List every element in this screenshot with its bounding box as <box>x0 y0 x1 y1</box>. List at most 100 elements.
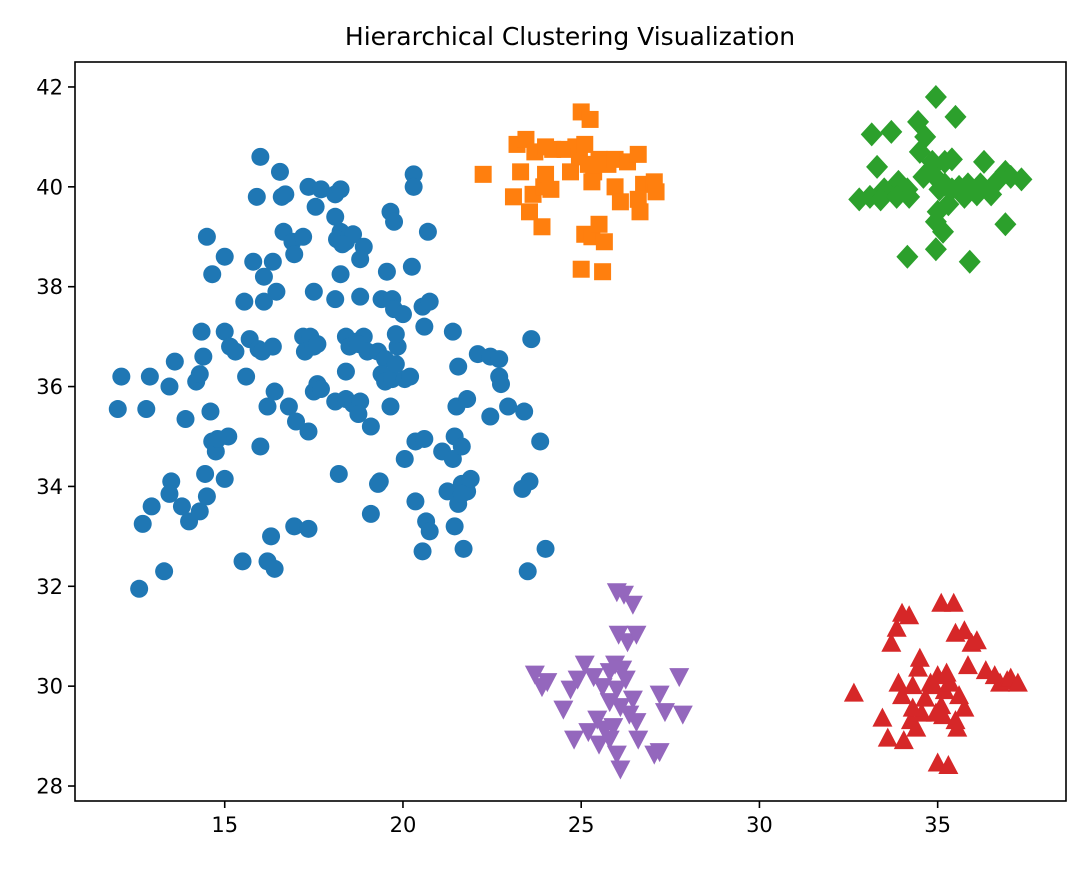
data-point-circle <box>331 180 350 199</box>
data-point-diamond <box>1010 167 1033 192</box>
y-tick-label: 40 <box>36 175 63 199</box>
data-point-circle <box>251 147 270 166</box>
data-point-circle <box>265 382 284 401</box>
data-point-circle <box>331 265 350 284</box>
data-point-triangle-down <box>610 760 631 780</box>
data-point-circle <box>279 397 298 416</box>
data-point-triangle-down <box>587 710 608 730</box>
data-points <box>108 84 1033 780</box>
data-point-triangle-up <box>924 675 945 695</box>
data-point-triangle-up <box>911 702 932 722</box>
data-point-circle <box>443 322 462 341</box>
data-point-triangle-down <box>553 700 574 720</box>
data-point-square <box>521 203 539 221</box>
data-point-circle <box>192 322 211 341</box>
data-point-circle <box>515 402 534 421</box>
data-point-circle <box>413 542 432 561</box>
data-point-circle <box>336 362 355 381</box>
data-point-triangle-up <box>902 697 923 717</box>
data-point-circle <box>165 352 184 371</box>
data-point-circle <box>267 282 286 301</box>
data-point-triangle-down <box>574 655 595 675</box>
data-point-triangle-down <box>606 680 627 700</box>
data-point-triangle-up <box>888 672 909 692</box>
data-point-triangle-up <box>957 655 978 675</box>
data-point-triangle-down <box>626 625 647 645</box>
data-point-circle <box>306 197 325 216</box>
data-point-circle <box>197 487 216 506</box>
data-point-triangle-up <box>893 730 914 750</box>
data-point-triangle-down <box>589 735 610 755</box>
data-point-circle <box>285 245 304 264</box>
data-point-diamond <box>880 119 903 144</box>
data-point-square <box>542 180 560 198</box>
data-point-triangle-up <box>909 647 930 667</box>
x-tick-label: 30 <box>746 813 773 837</box>
data-point-circle <box>311 380 330 399</box>
data-point-square <box>572 260 590 278</box>
data-point-circle <box>137 400 156 419</box>
data-point-triangle-up <box>936 662 957 682</box>
data-point-circle <box>361 417 380 436</box>
data-point-circle <box>130 579 149 598</box>
x-tick-label: 20 <box>390 813 417 837</box>
data-point-circle <box>299 422 318 441</box>
data-point-circle <box>531 432 550 451</box>
data-point-triangle-up <box>908 657 929 677</box>
data-point-circle <box>499 397 518 416</box>
data-point-square <box>590 215 608 233</box>
data-point-circle <box>133 514 152 533</box>
data-point-circle <box>203 265 222 284</box>
data-point-circle <box>383 370 402 389</box>
data-point-triangle-up <box>886 617 907 637</box>
data-point-triangle-up <box>940 672 961 692</box>
data-point-square <box>533 218 551 236</box>
data-point-square <box>595 233 613 251</box>
data-point-triangle-up <box>954 620 975 640</box>
data-point-circle <box>361 504 380 523</box>
data-point-triangle-down <box>669 668 690 688</box>
data-point-diamond <box>896 244 919 269</box>
data-point-circle <box>536 539 555 558</box>
data-point-square <box>606 178 624 196</box>
data-point-square <box>537 165 555 183</box>
data-point-triangle-down <box>592 678 613 698</box>
data-point-diamond <box>973 149 996 174</box>
data-point-triangle-down <box>567 670 588 690</box>
data-point-circle <box>140 367 159 386</box>
data-point-circle <box>251 437 270 456</box>
data-point-circle <box>285 517 304 536</box>
data-point-square <box>537 138 555 156</box>
data-point-circle <box>196 464 215 483</box>
data-point-circle <box>233 552 252 571</box>
data-point-circle <box>458 390 477 409</box>
data-point-triangle-up <box>892 685 913 705</box>
data-point-circle <box>481 407 500 426</box>
y-tick-label: 34 <box>36 475 63 499</box>
data-point-circle <box>377 262 396 281</box>
y-tick-label: 42 <box>36 75 63 99</box>
data-point-square <box>474 165 492 183</box>
data-point-circle <box>108 400 127 419</box>
data-point-square <box>581 110 599 128</box>
data-point-circle <box>385 212 404 231</box>
data-point-circle <box>226 342 245 361</box>
data-point-diamond <box>866 154 889 179</box>
data-point-circle <box>406 492 425 511</box>
data-point-circle <box>351 287 370 306</box>
data-point-triangle-up <box>1007 672 1028 692</box>
data-point-circle <box>294 227 313 246</box>
data-point-circle <box>420 522 439 541</box>
data-point-triangle-up <box>943 592 964 612</box>
data-point-triangle-up <box>915 687 936 707</box>
data-point-square <box>504 188 522 206</box>
data-point-circle <box>395 449 414 468</box>
data-point-circle <box>235 292 254 311</box>
data-point-triangle-up <box>877 727 898 747</box>
data-point-diamond <box>869 187 892 212</box>
data-point-circle <box>244 252 263 271</box>
data-point-diamond <box>937 192 960 217</box>
data-point-circle <box>393 305 412 324</box>
data-point-triangle-down <box>599 693 620 713</box>
